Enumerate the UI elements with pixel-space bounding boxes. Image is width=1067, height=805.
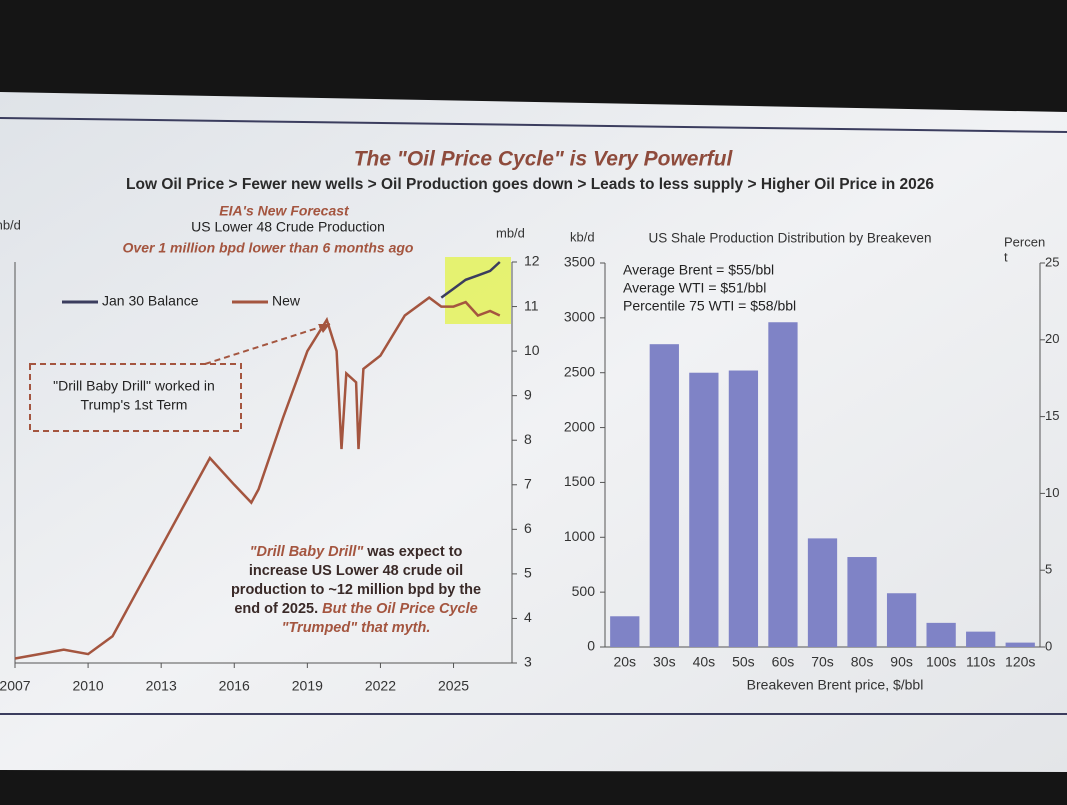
slide-top-rule	[0, 117, 1067, 133]
y2-tick-label: 20	[1045, 331, 1059, 346]
y2-tick-label: 5	[1045, 562, 1052, 577]
chart-subtitle: US Lower 48 Crude Production	[191, 219, 385, 235]
chart-title: EIA's New Forecast	[219, 203, 350, 219]
callout-text: Trump's 1st Term	[81, 397, 188, 413]
bar	[966, 631, 996, 647]
chart-title: US Shale Production Distribution by Brea…	[649, 231, 932, 246]
x-tick-label: 50s	[732, 654, 755, 670]
note-segment: end of 2025.	[234, 601, 322, 617]
bar	[728, 370, 759, 647]
x-tick-label: 90s	[890, 654, 913, 670]
bar	[886, 593, 917, 647]
note-line: "Drill Baby Drill" was expect to	[250, 544, 463, 560]
series-line	[14, 296, 501, 660]
note-line: increase US Lower 48 crude oil	[249, 563, 463, 579]
note-segment: "Trumped" that myth.	[282, 620, 431, 636]
y2-axis-title: t	[1004, 249, 1008, 264]
x-tick-label: 2007	[0, 678, 31, 694]
x-tick-label: 20s	[613, 654, 636, 670]
bar	[649, 344, 679, 647]
chart-annotation: Average Brent = $55/bbl	[623, 262, 774, 278]
x-tick-label: 2010	[73, 678, 104, 694]
y-tick-label: 6	[524, 520, 532, 536]
y2-axis-title: mb/d	[496, 225, 525, 240]
note-segment: increase US Lower 48 crude oil	[249, 563, 463, 579]
x-tick-label: 2019	[292, 678, 323, 694]
y-tick-label: 500	[572, 583, 596, 599]
y-tick-label: 8	[524, 431, 532, 447]
note-line: end of 2025. But the Oil Price Cycle	[234, 601, 477, 617]
x-tick-label: 40s	[693, 654, 716, 670]
y-tick-label: 3	[524, 654, 532, 670]
x-tick-label: 2022	[365, 678, 396, 694]
bar	[610, 616, 640, 647]
legend-label: Jan 30 Balance	[102, 293, 199, 309]
x-tick-label: 110s	[966, 654, 995, 670]
x-tick-label: 2016	[219, 678, 250, 694]
x-tick-label: 2025	[438, 678, 469, 694]
series-line	[440, 261, 501, 299]
bar	[847, 557, 877, 647]
callout-arrowhead	[318, 324, 330, 333]
y-tick-label: 2500	[564, 363, 595, 379]
note-segment: was expect to	[363, 544, 462, 560]
x-tick-label: 2013	[146, 678, 177, 694]
y-tick-label: 10	[524, 342, 540, 358]
callout-text: "Drill Baby Drill" worked in	[53, 378, 215, 394]
x-tick-label: 100s	[926, 654, 956, 670]
y-tick-label: 2000	[564, 418, 595, 434]
y2-tick-label: 25	[1045, 254, 1059, 269]
y-tick-label: 3000	[564, 309, 595, 325]
bar	[807, 538, 838, 647]
y2-tick-label: 15	[1045, 408, 1059, 423]
y-tick-label: 5	[524, 565, 532, 581]
x-tick-label: 30s	[653, 654, 676, 670]
y-tick-label: 7	[524, 475, 532, 491]
callout-box	[29, 363, 242, 432]
slide-subtitle: Low Oil Price > Fewer new wells > Oil Pr…	[126, 176, 934, 193]
highlight-box	[445, 257, 511, 324]
slide-title: The "Oil Price Cycle" is Very Powerful	[354, 148, 734, 171]
bar	[1005, 642, 1035, 647]
note-segment: "Drill Baby Drill"	[250, 544, 365, 560]
y-tick-label: 11	[524, 297, 539, 313]
y-tick-label: 9	[524, 386, 532, 402]
y-axis-title: mb/d	[0, 217, 21, 232]
y-tick-label: 3500	[564, 254, 595, 270]
y-axis-title: kb/d	[570, 229, 595, 244]
bar	[926, 622, 956, 647]
note-segment: But the Oil Price Cycle	[322, 601, 478, 617]
legend-label: New	[272, 293, 301, 309]
y-tick-label: 1000	[564, 528, 595, 544]
y2-tick-label: 0	[1045, 638, 1052, 653]
y-tick-label: 0	[587, 638, 595, 654]
y2-tick-label: 10	[1045, 485, 1059, 500]
bar	[689, 372, 719, 647]
y-tick-label: 12	[524, 253, 540, 269]
note-line: "Trumped" that myth.	[282, 620, 431, 636]
bar	[768, 322, 798, 647]
note-segment: production to ~12 million bpd by the	[231, 582, 481, 598]
x-tick-label: 70s	[811, 654, 834, 670]
chart-annotation: Percentile 75 WTI = $58/bbl	[623, 298, 796, 314]
chart-annotation: Over 1 million bpd lower than 6 months a…	[123, 240, 414, 256]
slide	[0, 92, 1067, 772]
chart-annotation: Average WTI = $51/bbl	[623, 280, 766, 296]
y-tick-label: 4	[524, 609, 532, 625]
y-tick-label: 1500	[564, 473, 595, 489]
x-tick-label: 60s	[772, 654, 795, 670]
y2-axis-title: Percen	[1004, 234, 1045, 249]
x-tick-label: 80s	[851, 654, 874, 670]
x-tick-label: 120s	[1005, 654, 1035, 670]
callout-arrow	[204, 323, 331, 365]
x-axis-title: Breakeven Brent price, $/bbl	[747, 677, 924, 693]
note-line: production to ~12 million bpd by the	[231, 582, 481, 598]
